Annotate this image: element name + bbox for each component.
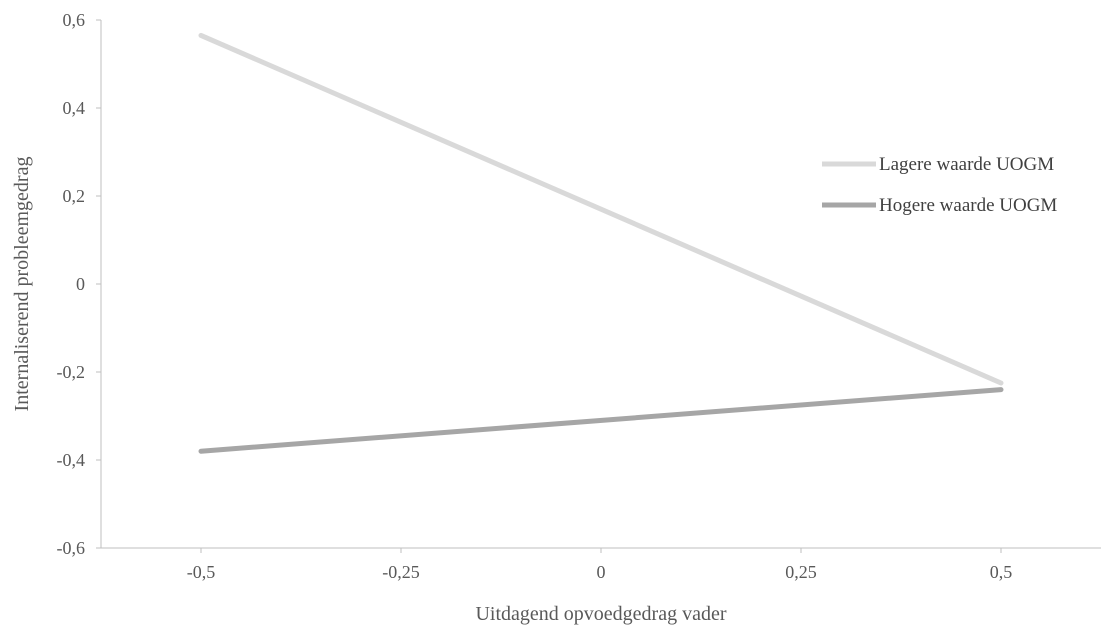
y-axis-ticks: -0,6 -0,4 -0,2 0 0,2 0,4 0,6 [57,10,101,558]
y-tick-label: -0,4 [57,450,86,470]
chart-axes [100,20,1101,549]
y-tick-label: -0,2 [57,362,86,382]
legend: Lagere waarde UOGM Hogere waarde UOGM [822,154,1057,216]
x-tick-label: 0,25 [785,562,817,582]
legend-label-2: Hogere waarde UOGM [879,195,1057,216]
x-axis-title: Uitdagend opvoedgedrag vader [475,603,726,625]
series-lines [198,32,1004,454]
x-axis-ticks: -0,5 -0,25 0 0,25 0,5 [187,548,1013,582]
y-tick-label: -0,6 [57,538,86,558]
x-tick-label: 0 [597,562,606,582]
x-tick-label: 0,5 [990,562,1013,582]
y-tick-label: 0,4 [63,98,86,118]
x-tick-label: -0,5 [187,562,216,582]
y-tick-label: 0 [76,274,85,294]
y-tick-label: 0,2 [63,186,86,206]
legend-label-1: Lagere waarde UOGM [879,154,1054,175]
y-axis-title: Internaliserend probleemgedrag [11,157,33,412]
series-line-1 [198,32,1004,386]
x-tick-label: -0,25 [382,562,420,582]
series-line-2 [198,387,1004,454]
y-tick-label: 0,6 [63,10,86,30]
